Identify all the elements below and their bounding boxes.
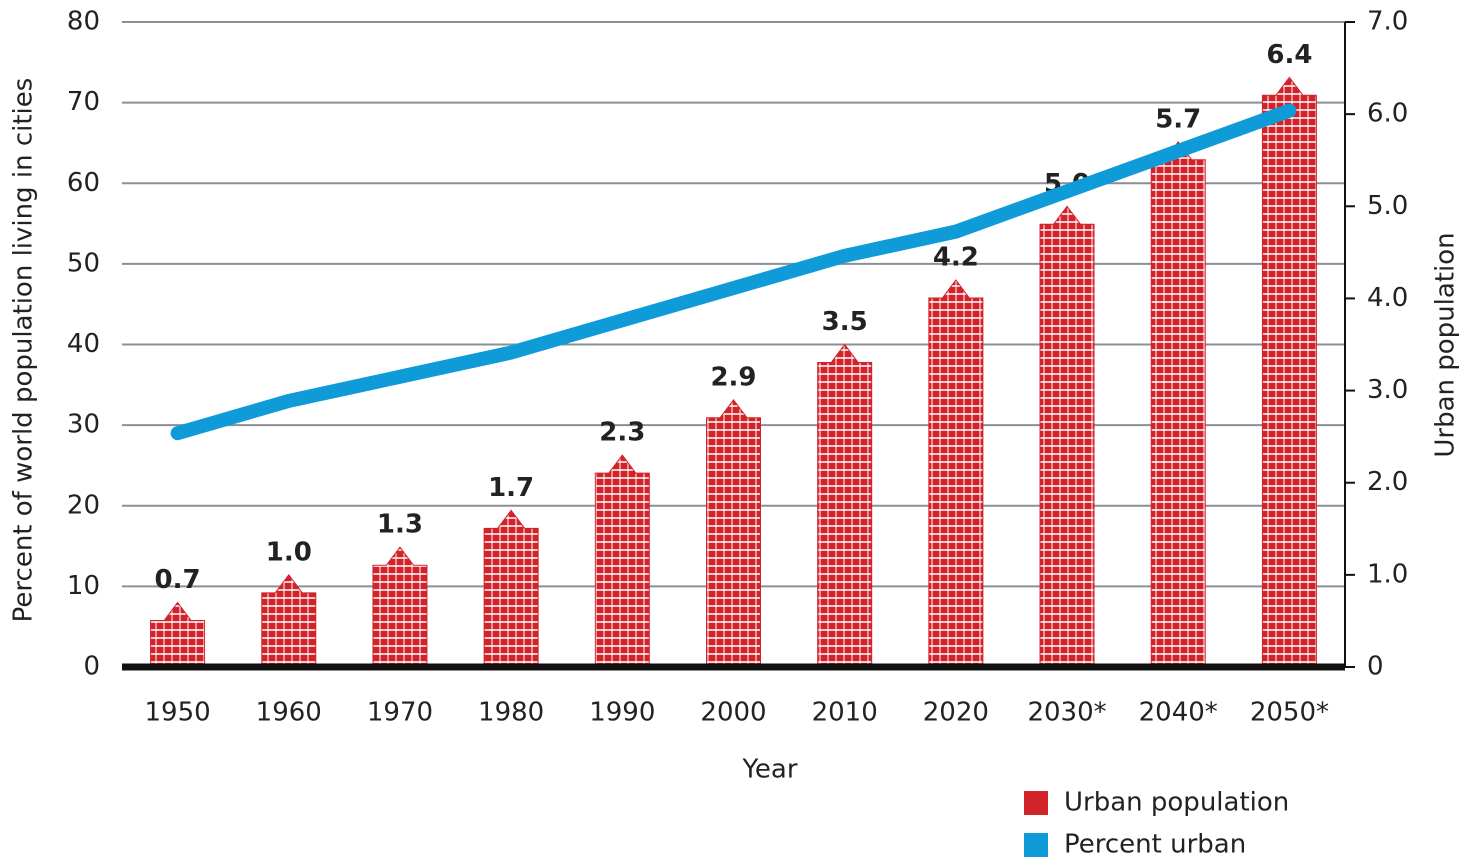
- x-tick-label: 2030*: [1027, 698, 1106, 728]
- y2-tick-label: 0: [1367, 652, 1384, 682]
- y-axis-title: Percent of world population living in ci…: [9, 78, 39, 623]
- y2-tick-label: 4.0: [1367, 283, 1408, 313]
- x-tick-label: 2020: [923, 698, 989, 728]
- x-axis-title: Year: [741, 755, 797, 785]
- line: [170, 103, 1297, 441]
- x-tick-label: 1950: [145, 698, 211, 728]
- value-label: 4.2: [933, 243, 979, 273]
- x-tick-label: 1980: [478, 698, 544, 728]
- y-tick-label: 80: [67, 7, 100, 37]
- bar: [150, 601, 206, 668]
- y2-tick-label: 2.0: [1367, 467, 1408, 497]
- bar: [1150, 140, 1206, 668]
- value-label: 2.3: [599, 418, 645, 448]
- y2-tick-label: 6.0: [1367, 99, 1408, 129]
- x-tick-label: 1970: [367, 698, 433, 728]
- y-tick-label: 0: [83, 652, 100, 682]
- bar: [817, 343, 873, 668]
- y2-tick-label: 3.0: [1367, 375, 1408, 405]
- x-tick-label: 2050*: [1250, 698, 1329, 728]
- y-tick-label: 10: [67, 571, 100, 601]
- x-tick-label: 1990: [589, 698, 655, 728]
- value-label: 5.7: [1155, 104, 1201, 134]
- bar: [928, 279, 984, 668]
- y2-tick-label: 5.0: [1367, 191, 1408, 221]
- x-tick-label: 2000: [700, 698, 766, 728]
- legend-label: Urban population: [1064, 788, 1289, 818]
- y-tick-label: 60: [67, 168, 100, 198]
- bar: [372, 546, 428, 668]
- bar: [1261, 76, 1317, 668]
- value-label: 1.7: [488, 473, 534, 503]
- x-tick-label: 2040*: [1139, 698, 1218, 728]
- y2-tick-label: 7.0: [1367, 7, 1408, 37]
- bar: [1039, 205, 1095, 668]
- bar: [706, 398, 761, 668]
- value-label: 2.9: [710, 362, 756, 392]
- value-label: 0.7: [155, 565, 201, 595]
- y-tick-label: 40: [67, 329, 100, 359]
- legend-label: Percent urban: [1064, 830, 1246, 860]
- x-tick-label: 1960: [256, 698, 322, 728]
- y-tick-label: 20: [67, 490, 100, 520]
- y-tick-label: 30: [67, 410, 100, 440]
- bar: [261, 574, 317, 668]
- legend-swatch: [1024, 791, 1048, 815]
- y-tick-label: 50: [67, 248, 100, 278]
- value-label: 1.3: [377, 510, 423, 540]
- value-label: 3.5: [822, 307, 868, 337]
- legend-swatch: [1024, 833, 1048, 857]
- x-tick-label: 2010: [812, 698, 878, 728]
- y2-tick-label: 1.0: [1367, 559, 1408, 589]
- y-tick-label: 70: [67, 87, 100, 117]
- bar: [483, 509, 539, 668]
- bar: [594, 454, 650, 668]
- y2-axis-title: Urban population: [1431, 232, 1461, 457]
- value-label: 1.0: [266, 537, 312, 567]
- value-label: 6.4: [1266, 40, 1312, 70]
